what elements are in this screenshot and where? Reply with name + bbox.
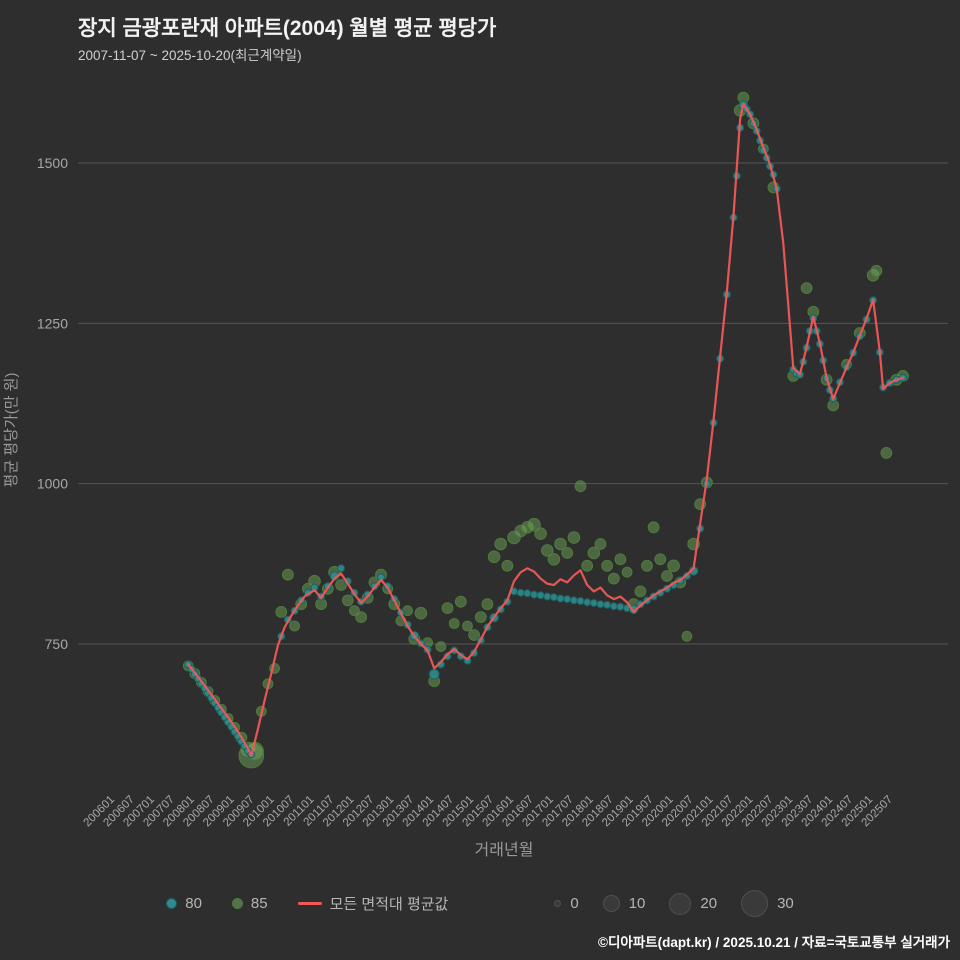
green-dot-icon: [231, 898, 243, 909]
size-item-20: 20: [669, 892, 718, 915]
legend-series-average[interactable]: 모든 면적대 평균값: [297, 893, 449, 914]
size-item-0: 0: [554, 895, 579, 912]
legend-series-80-label: 80: [185, 895, 202, 912]
svg-text:1500: 1500: [37, 155, 68, 171]
svg-text:1250: 1250: [37, 315, 68, 331]
svg-text:750: 750: [45, 636, 69, 652]
size-item-10: 10: [602, 895, 646, 912]
svg-text:1000: 1000: [37, 476, 68, 492]
size-circle-20-icon: [669, 892, 692, 915]
source-credit: ©디아파트(dapt.kr) / 2025.10.21 / 자료=국토교통부 실…: [598, 935, 950, 950]
svg-text:거래년월: 거래년월: [475, 841, 534, 859]
svg-text:평균 평당가(만 원): 평균 평당가(만 원): [3, 373, 20, 488]
teal-dot-icon: [166, 898, 178, 909]
legend-series-80[interactable]: 80: [166, 895, 202, 912]
date-range-subtitle: 2007-11-07 ~ 2025-10-20(최근계약일): [78, 48, 302, 63]
red-line-icon: [297, 902, 322, 905]
size-item-30: 30: [741, 890, 794, 917]
page-title: 장지 금광포란재 아파트(2004) 월별 평균 평당가: [78, 17, 497, 40]
size-circle-30-icon: [741, 890, 769, 917]
size-circle-10-icon: [602, 895, 620, 912]
size-label-30: 30: [777, 895, 794, 912]
legend-series-average-label: 모든 면적대 평균값: [329, 896, 449, 913]
size-circle-0-icon: [554, 900, 562, 907]
size-label-10: 10: [628, 895, 646, 912]
legend-series-85[interactable]: 85: [231, 895, 268, 912]
legend-series-85-label: 85: [250, 895, 268, 912]
size-label-0: 0: [570, 895, 579, 912]
chart-legend: 80 85 모든 면적대 평균값 0 10 20: [0, 890, 960, 917]
size-label-20: 20: [700, 895, 718, 912]
bubble-size-legend: 0 10 20 30: [554, 890, 794, 917]
